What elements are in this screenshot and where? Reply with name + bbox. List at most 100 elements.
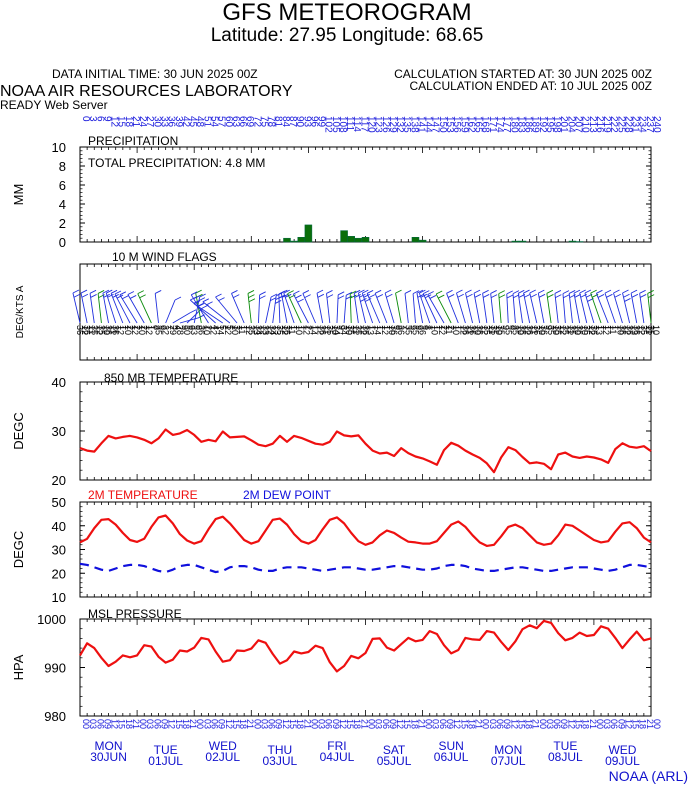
utc-hour-label: 12 — [281, 719, 291, 729]
wind-barb-feather — [297, 298, 304, 303]
wind-barb-feather — [81, 293, 89, 298]
wind-barb-feather — [346, 291, 353, 296]
wind-dir-label: 36 — [82, 325, 92, 335]
wind-barb — [384, 292, 395, 324]
wind-barb-feather — [384, 289, 392, 294]
wind-barb-feather — [97, 290, 105, 294]
wind-barb-feather — [139, 294, 146, 299]
wind-barb-feather — [129, 295, 137, 299]
wind-barb-feather — [606, 293, 613, 298]
wind-barb-feather — [512, 290, 520, 295]
forecast-hour-label: 33 — [159, 116, 170, 128]
day-of-week-label: THU — [268, 743, 293, 757]
y-tick-label: 990 — [44, 661, 66, 676]
wind-speed-label: 12 — [358, 325, 368, 335]
wind-barb-feather — [287, 290, 294, 295]
forecast-hour-label: 225 — [615, 116, 626, 133]
wind-speed-label: 13 — [273, 325, 283, 335]
forecast-hour-label: 96 — [308, 116, 319, 128]
wind-dir-label: 36 — [589, 325, 599, 335]
utc-hour-label: 03 — [259, 719, 269, 729]
wind-barb-feather — [102, 289, 110, 294]
wind-barb-feather — [191, 291, 198, 296]
wind-dir-label: 5 — [225, 325, 235, 330]
wind-barb-feather — [363, 293, 370, 298]
wind-speed-label: 10 — [230, 325, 240, 335]
wind-barb — [119, 294, 138, 324]
wind-frame — [79, 263, 652, 361]
total-precip-annotation: TOTAL PRECIPITATION: 4.8 MM — [88, 156, 265, 170]
wind-dir-label: 33 — [261, 325, 271, 335]
forecast-hour-label: 120 — [366, 116, 377, 133]
wind-barb-feather — [424, 294, 432, 299]
utc-hour-label: 09 — [160, 719, 170, 729]
utc-hour-label: 00 — [538, 719, 548, 729]
forecast-hour-label: 27 — [144, 116, 155, 128]
wind-dir-label: 33 — [189, 325, 199, 335]
wind-dir-label: 1 — [432, 325, 442, 330]
y-axis-label: DEGC — [11, 412, 26, 450]
wind-barb-feather — [482, 289, 489, 294]
y-tick-label: 40 — [52, 375, 66, 390]
forecast-hour-label: 192 — [537, 116, 548, 133]
forecast-hour-label: 180 — [508, 116, 519, 133]
wind-barb — [529, 292, 538, 324]
wind-barb-feather — [274, 300, 282, 304]
wind-speed-label: 12 — [130, 325, 140, 335]
forecast-hour-label: 228 — [622, 116, 633, 133]
wind-barb-feather — [524, 293, 531, 298]
wind-dir-label: 35 — [246, 325, 256, 335]
forecast-hour-label: 210 — [580, 116, 591, 133]
utc-hour-label: 18 — [238, 719, 248, 729]
wind-barb — [278, 294, 281, 324]
wind-dir-label: 35 — [496, 325, 506, 335]
forecast-hour-label: 12 — [109, 116, 120, 128]
wind-barb-feather — [337, 295, 345, 300]
utc-hour-label: 09 — [102, 719, 112, 729]
y-tick-label: 30 — [52, 424, 66, 439]
forecast-hour-label: 3 — [87, 116, 98, 122]
utc-hour-label: 03 — [545, 719, 555, 729]
utc-hour-label: 21 — [131, 719, 141, 729]
precip-bar — [340, 230, 348, 243]
wind-barb-feather — [270, 293, 278, 298]
wind-barb — [554, 293, 559, 324]
utc-hour-label: 03 — [602, 719, 612, 729]
wind-dir-label: 36 — [111, 325, 121, 335]
wind-barb-feather — [639, 289, 646, 294]
wind-barb — [465, 292, 474, 324]
wind-barb — [573, 293, 581, 324]
wind-barb-feather — [538, 293, 546, 298]
wind-barb — [102, 293, 109, 324]
y-tick-label: 10 — [52, 590, 66, 605]
utc-hour-label: 21 — [359, 719, 369, 729]
utc-hour-label: 00 — [424, 719, 434, 729]
utc-hour-label: 15 — [174, 719, 184, 729]
wind-barb — [154, 293, 159, 324]
utc-hour-label: 18 — [124, 719, 134, 729]
utc-hour-label: 18 — [581, 719, 591, 729]
forecast-hour-label: 213 — [587, 116, 598, 133]
wind-dir-label: 36 — [196, 325, 206, 335]
wind-barb-feather — [386, 293, 393, 298]
wind-barb-feather — [193, 299, 201, 304]
wind-barb — [512, 293, 516, 324]
forecast-hour-label: 51 — [201, 116, 212, 128]
forecast-hour-label: 171 — [487, 116, 498, 133]
wind-barb-feather — [490, 290, 497, 294]
wind-barb — [523, 292, 531, 324]
y-tick-label: 40 — [52, 519, 66, 534]
utc-hour-label: 00 — [252, 719, 262, 729]
wind-speed-label: 10 — [572, 325, 582, 335]
precip-bar — [354, 237, 363, 243]
wind-barb-feather — [80, 289, 88, 294]
utc-hour-label: 18 — [409, 719, 419, 729]
wind-barb-feather — [423, 290, 430, 295]
wind-barb-feather — [416, 289, 424, 294]
forecast-hour-label: 123 — [373, 116, 384, 133]
wind-speed-label: 12 — [587, 325, 597, 335]
wind-barb-feather — [554, 290, 562, 294]
forecast-hour-label: 114 — [351, 116, 362, 132]
wind-barb — [404, 293, 409, 324]
wind-speed-label: 13 — [366, 325, 376, 335]
